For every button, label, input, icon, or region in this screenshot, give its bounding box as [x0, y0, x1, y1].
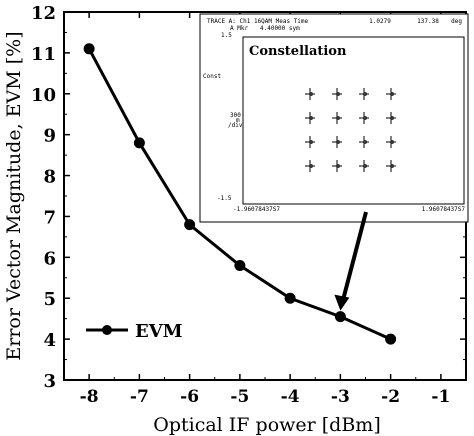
y-axis-ticks: 3 4 5 6 7 8 9 10 11 12: [31, 3, 466, 392]
annotation-arrow: [341, 211, 368, 300]
constellation-point-cluster: [363, 140, 367, 144]
constellation-point-cluster: [363, 116, 367, 120]
inset-header-trace: TRACE A: Ch1 16QAM Meas Time: [207, 18, 309, 25]
evm-series: [83, 43, 397, 345]
inset-side-label-div: /div: [228, 122, 243, 129]
x-tick-label: -6: [180, 387, 199, 407]
inset-side-label-const: Const: [203, 73, 221, 80]
inset-title: Constellation: [249, 44, 347, 59]
x-tick-label: -7: [130, 387, 149, 407]
evm-data-point: [385, 333, 397, 345]
y-tick-label: 3: [43, 371, 56, 392]
x-tick-label: -2: [381, 387, 400, 407]
evm-data-point: [83, 43, 95, 55]
inset-marker-value: 4.40000 sym: [260, 25, 300, 32]
evm-data-point: [133, 137, 145, 149]
inset-header-value-1: 1.0279: [369, 18, 391, 25]
constellation-point-cluster: [390, 140, 394, 144]
y-tick-label: 10: [31, 85, 56, 106]
evm-data-point: [234, 260, 246, 272]
x-tick-label: -1: [431, 387, 450, 407]
inset-y-top-label: 1.5: [221, 32, 232, 39]
constellation-point-cluster: [309, 116, 313, 120]
legend-label: EVM: [135, 321, 183, 342]
inset-y-bottom-label: -1.5: [217, 195, 232, 202]
inset-plot-frame: [242, 36, 465, 205]
y-axis-label: Error Vector Magnitude, EVM [%]: [3, 31, 25, 360]
evm-data-point: [334, 311, 346, 323]
y-tick-label: 7: [43, 207, 56, 228]
x-tick-label: -8: [80, 387, 99, 407]
legend: EVM: [86, 321, 183, 342]
y-tick-label: 6: [43, 248, 56, 269]
constellation-point-cluster: [336, 164, 340, 168]
inset-marker-label: A Mkr: [230, 25, 248, 32]
y-tick-label: 12: [31, 3, 56, 24]
inset-header-value-2: 137.38: [417, 18, 439, 25]
x-tick-label: -4: [281, 387, 300, 407]
inset-header-unit: deg: [451, 18, 462, 25]
annotation-arrow-head: [334, 294, 350, 311]
constellation-point-cluster: [390, 116, 394, 120]
inset-side-label-scale: 300: [230, 112, 241, 119]
evm-data-point: [184, 219, 196, 231]
constellation-point-cluster: [336, 140, 340, 144]
constellation-point-cluster: [336, 92, 340, 96]
constellation-point-cluster: [309, 92, 313, 96]
x-axis-ticks: -8 -7 -6 -5 -4 -3 -2 -1: [80, 12, 450, 407]
inset-x-left-label: -1.96078437S7: [233, 206, 280, 213]
constellation-point-cluster: [363, 164, 367, 168]
constellation-point-cluster: [390, 92, 394, 96]
constellation-point-cluster: [363, 92, 367, 96]
inset-side-label-unit: m: [236, 117, 240, 124]
y-tick-label: 4: [43, 330, 56, 351]
x-tick-label: -5: [230, 387, 249, 407]
y-tick-label: 8: [43, 167, 56, 188]
constellation-point-cluster: [336, 116, 340, 120]
constellation-inset: TRACE A: Ch1 16QAM Meas Time 1.0279 137.…: [199, 13, 469, 223]
legend-marker: [102, 325, 112, 335]
constellation-points: [305, 88, 396, 172]
x-tick-label: -3: [331, 387, 350, 407]
y-tick-label: 9: [43, 126, 56, 147]
constellation-point-cluster: [390, 164, 394, 168]
constellation-point-cluster: [309, 140, 313, 144]
y-tick-label: 5: [43, 289, 56, 310]
constellation-point-cluster: [309, 164, 313, 168]
y-tick-label: 11: [31, 44, 56, 65]
x-axis-label: Optical IF power [dBm]: [153, 414, 380, 436]
evm-data-point: [284, 292, 296, 304]
inset-x-right-label: 1.96078437S7: [422, 206, 466, 213]
